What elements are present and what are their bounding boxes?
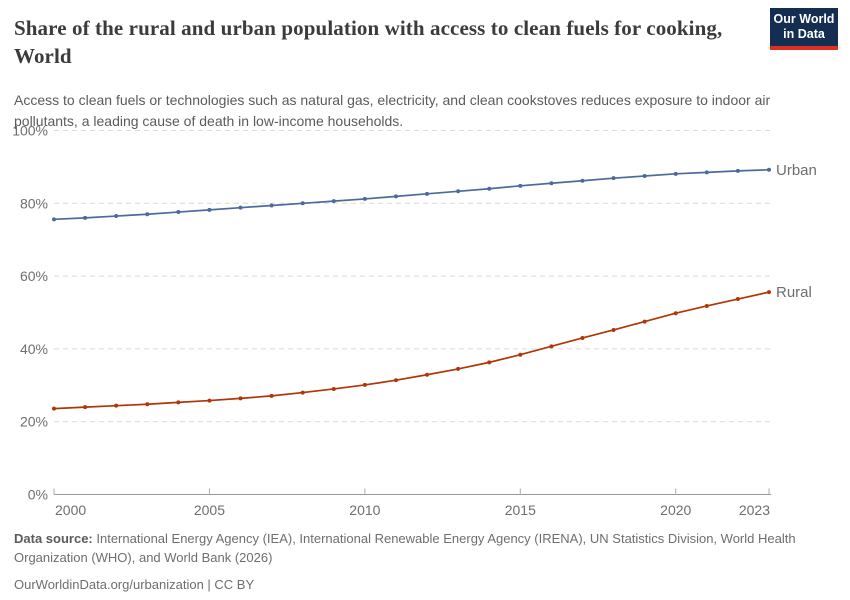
urban-data-point[interactable]	[362, 196, 367, 201]
urban-data-point[interactable]	[673, 171, 678, 176]
rural-data-point[interactable]	[145, 402, 150, 407]
rural-data-point[interactable]	[331, 386, 336, 391]
rural-data-point[interactable]	[456, 366, 461, 371]
data-source-label: Data source:	[14, 531, 93, 546]
rural-data-point[interactable]	[114, 403, 119, 408]
logo-text-line2: in Data	[783, 27, 825, 41]
rural-data-point[interactable]	[393, 378, 398, 383]
urban-data-point[interactable]	[580, 178, 585, 183]
urban-data-point[interactable]	[704, 170, 709, 175]
urban-data-point[interactable]	[642, 174, 647, 178]
urban-data-point[interactable]	[145, 212, 150, 217]
rural-data-point[interactable]	[611, 327, 616, 332]
y-axis-tick-label: 80%	[20, 195, 48, 211]
rural-data-point[interactable]	[176, 400, 181, 405]
urban-data-point[interactable]	[393, 194, 398, 199]
x-axis-tick-label: 2010	[349, 502, 380, 518]
y-axis-tick-label: 20%	[20, 414, 48, 430]
urban-data-point[interactable]	[487, 186, 492, 191]
y-axis-tick-label: 0%	[28, 487, 48, 503]
urban-data-point[interactable]	[735, 168, 740, 173]
rural-data-point[interactable]	[518, 352, 523, 357]
x-axis-tick-label: 2023	[739, 502, 770, 518]
rural-data-point[interactable]	[487, 360, 492, 365]
urban-data-point[interactable]	[176, 210, 181, 215]
urban-data-point[interactable]	[456, 189, 461, 194]
rural-data-point[interactable]	[52, 406, 56, 411]
urban-data-point[interactable]	[331, 199, 336, 204]
x-axis-tick-label: 2015	[505, 502, 536, 518]
rural-data-point[interactable]	[238, 396, 243, 401]
rural-data-point[interactable]	[549, 344, 554, 349]
rural-data-point[interactable]	[642, 319, 647, 324]
rural-data-point[interactable]	[580, 335, 585, 340]
urban-data-point[interactable]	[425, 191, 430, 196]
x-axis-tick-label: 2020	[660, 502, 691, 518]
urban-data-point[interactable]	[83, 215, 88, 220]
urban-data-point[interactable]	[767, 167, 771, 172]
urban-data-point[interactable]	[238, 205, 243, 210]
owid-logo[interactable]: Our World in Data	[770, 8, 838, 50]
urban-data-point[interactable]	[518, 183, 523, 188]
rural-data-point[interactable]	[362, 382, 367, 387]
rural-data-point[interactable]	[207, 398, 212, 403]
urban-data-point[interactable]	[611, 176, 616, 181]
urban-data-point[interactable]	[300, 201, 305, 206]
page-title: Share of the rural and urban population …	[14, 16, 723, 68]
data-source-text: International Energy Agency (IEA), Inter…	[14, 531, 796, 565]
y-axis-tick-label: 100%	[12, 123, 48, 139]
chart-footer: Data source: International Energy Agency…	[14, 529, 814, 594]
rural-line[interactable]	[53, 291, 770, 410]
data-source-line: Data source: International Energy Agency…	[14, 529, 814, 567]
rural-data-point[interactable]	[767, 290, 771, 295]
x-axis-tick-label: 2000	[55, 502, 86, 518]
urban-line[interactable]	[53, 168, 770, 221]
chart-subtitle: Access to clean fuels or technologies su…	[14, 92, 771, 129]
rural-data-point[interactable]	[425, 372, 430, 377]
y-axis-tick-label: 60%	[20, 268, 48, 284]
rural-data-point[interactable]	[673, 311, 678, 316]
footer-citation-link[interactable]: OurWorldinData.org/urbanization | CC BY	[14, 577, 255, 592]
series-label-urban[interactable]: Urban	[776, 162, 817, 179]
rural-data-point[interactable]	[83, 405, 88, 410]
rural-data-point[interactable]	[735, 297, 740, 302]
rural-data-point[interactable]	[300, 390, 305, 395]
urban-data-point[interactable]	[207, 207, 212, 212]
x-axis-tick-label: 2005	[194, 502, 225, 518]
y-axis-tick-label: 40%	[20, 341, 48, 357]
logo-text-line1: Our World	[773, 12, 835, 26]
series-label-rural[interactable]: Rural	[776, 284, 812, 301]
rural-data-point[interactable]	[704, 303, 709, 308]
rural-data-point[interactable]	[269, 393, 274, 398]
urban-data-point[interactable]	[52, 217, 56, 222]
urban-data-point[interactable]	[549, 181, 554, 186]
urban-data-point[interactable]	[269, 203, 274, 208]
urban-data-point[interactable]	[114, 214, 119, 219]
